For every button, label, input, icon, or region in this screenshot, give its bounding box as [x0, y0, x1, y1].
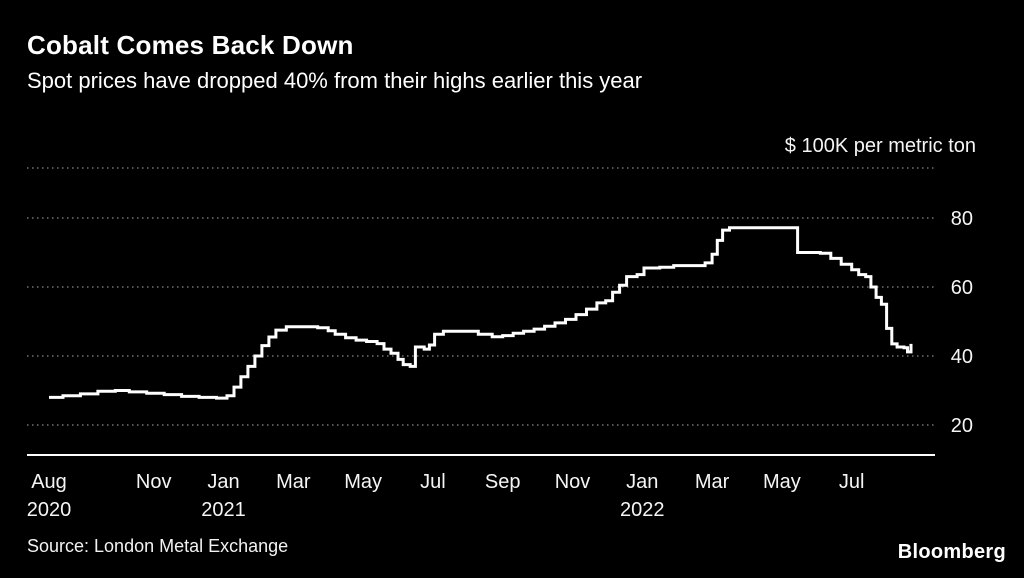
y-tick-label: 40 — [951, 346, 973, 368]
x-tick-label: Jul — [839, 471, 865, 493]
x-tick-label: Jan — [626, 471, 658, 493]
x-tick-label: Nov — [136, 471, 172, 493]
x-tick-label: May — [763, 471, 801, 493]
x-tick-year-label: 2021 — [201, 499, 246, 521]
x-tick-label: May — [344, 471, 382, 493]
x-tick-label: Jan — [207, 471, 239, 493]
x-tick-label: Mar — [695, 471, 730, 493]
bloomberg-logo: Bloomberg — [897, 541, 1006, 563]
source-attribution: Source: London Metal Exchange — [27, 536, 289, 556]
x-tick-label: Nov — [555, 471, 591, 493]
y-axis-unit-label: $ 100K per metric ton — [784, 135, 976, 157]
chart-subtitle: Spot prices have dropped 40% from their … — [27, 68, 643, 93]
y-tick-label: 80 — [951, 208, 973, 230]
x-tick-label: Jul — [420, 471, 446, 493]
x-tick-label: Mar — [276, 471, 311, 493]
x-tick-label: Aug — [31, 471, 67, 493]
x-tick-label: Sep — [485, 471, 521, 493]
x-tick-year-label: 2020 — [27, 499, 72, 521]
chart-title: Cobalt Comes Back Down — [27, 30, 354, 60]
y-tick-label: 60 — [951, 277, 973, 299]
x-tick-year-label: 2022 — [620, 499, 665, 521]
y-tick-label: 20 — [951, 415, 973, 437]
price-line — [49, 226, 913, 400]
